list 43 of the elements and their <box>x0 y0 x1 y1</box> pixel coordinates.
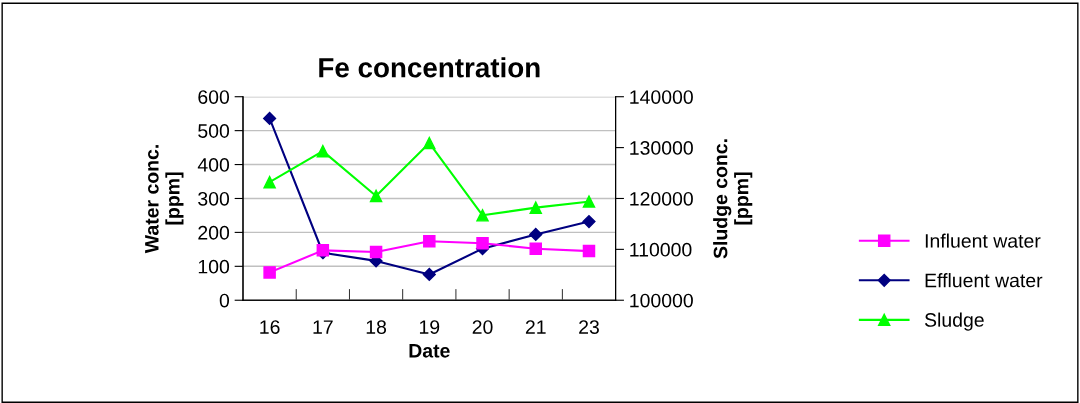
point <box>529 242 543 255</box>
x-tick-label: 21 <box>525 320 546 334</box>
x-axis-title: Date <box>409 344 450 358</box>
y-tick-label: 500 <box>198 124 230 138</box>
point <box>263 111 277 126</box>
point <box>263 266 276 279</box>
y2-tick-label: 130000 <box>630 141 693 155</box>
y-tick-label: 300 <box>198 191 230 206</box>
point <box>369 245 383 259</box>
point <box>369 189 383 203</box>
x-tick-label: 19 <box>419 320 440 334</box>
y-tick-label: 100 <box>198 259 230 274</box>
point <box>423 136 436 150</box>
y2-axis-title: Sludge conc. [ppm] <box>713 139 753 259</box>
x-tick-label: 18 <box>366 320 387 334</box>
y-axis-title: Water conc. [ppm] <box>145 145 184 254</box>
y-tick-label: 0 <box>219 293 230 308</box>
x-tick-label: 16 <box>260 320 280 334</box>
y2-tick-label: 120000 <box>630 191 693 206</box>
point <box>423 234 436 248</box>
point <box>263 175 276 189</box>
point <box>422 267 436 282</box>
chart-title: Fe concentration <box>319 57 540 78</box>
y2-tick-label: 100000 <box>630 293 693 308</box>
point <box>529 201 543 214</box>
point <box>582 244 596 258</box>
point <box>316 144 330 158</box>
legend-label: Sludge <box>924 312 984 331</box>
point <box>529 227 543 242</box>
y2-tick-label: 110000 <box>630 242 692 257</box>
y2-tick-label: 140000 <box>630 90 693 104</box>
point <box>582 195 596 208</box>
x-tick-label: 17 <box>313 320 333 334</box>
point <box>582 214 596 229</box>
x-tick-label: 20 <box>472 320 493 334</box>
y-tick-label: 200 <box>198 225 230 240</box>
legend-label: Influent water <box>925 233 1041 248</box>
point <box>476 209 489 222</box>
point <box>476 237 489 250</box>
legend-label: Effluent water <box>925 273 1043 288</box>
y-tick-label: 400 <box>197 158 230 172</box>
y-tick-label: 600 <box>198 90 230 104</box>
x-tick-label: 23 <box>579 320 599 334</box>
